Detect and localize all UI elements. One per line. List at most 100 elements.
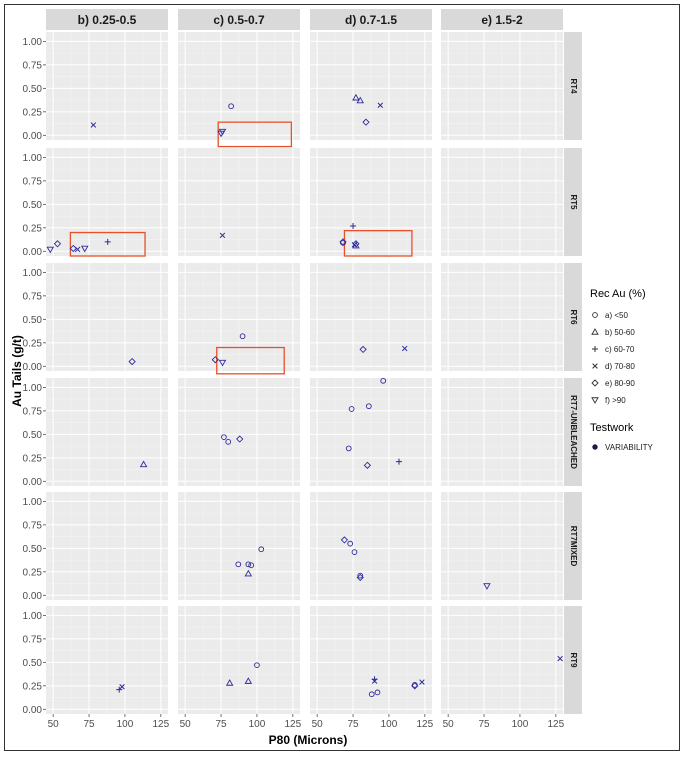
facet-panel bbox=[46, 263, 168, 371]
data-point bbox=[236, 435, 244, 443]
data-point bbox=[359, 345, 367, 354]
data-point bbox=[53, 240, 62, 248]
data-point bbox=[228, 103, 234, 110]
facet-panel bbox=[441, 606, 563, 714]
data-point bbox=[116, 686, 123, 693]
data-point bbox=[80, 245, 89, 253]
facet-panel bbox=[46, 492, 168, 600]
legend-entry-label: b) 50-60 bbox=[605, 328, 635, 337]
x-tick-label: 125 bbox=[284, 719, 301, 730]
x-tick-label: 50 bbox=[48, 719, 60, 730]
x-tick-label: 100 bbox=[381, 719, 398, 730]
data-point bbox=[248, 562, 255, 569]
y-tick-label: 0.50 bbox=[23, 430, 43, 441]
column-strip bbox=[178, 9, 300, 30]
data-point bbox=[128, 357, 136, 366]
legend-key-d bbox=[592, 363, 598, 369]
y-tick-label: 0.50 bbox=[23, 84, 43, 95]
row-strip-label: RT9 bbox=[569, 652, 578, 668]
data-point bbox=[244, 677, 253, 684]
data-point bbox=[401, 345, 408, 352]
y-tick-label: 0.75 bbox=[23, 60, 43, 71]
row-strip-label: RT7-UNBLEACHED bbox=[569, 395, 578, 469]
data-point bbox=[348, 406, 355, 412]
y-tick-label: 1.00 bbox=[23, 611, 43, 622]
data-point bbox=[350, 222, 357, 229]
row-strip bbox=[564, 263, 582, 371]
y-tick-label: 0.50 bbox=[23, 315, 43, 326]
column-strip bbox=[46, 9, 168, 30]
figure-frame bbox=[4, 4, 680, 751]
row-strip-label: RT4 bbox=[569, 78, 578, 94]
facet-panel bbox=[46, 606, 168, 714]
facet-panel bbox=[178, 492, 300, 600]
data-point bbox=[374, 689, 381, 696]
row-strip bbox=[564, 32, 582, 140]
facet-panel bbox=[178, 606, 300, 714]
legend-entry-label: e) 80-90 bbox=[605, 379, 635, 388]
facet-panel bbox=[178, 148, 300, 256]
facet-panel bbox=[178, 263, 300, 371]
column-strip-label: c) 0.5-0.7 bbox=[213, 13, 265, 27]
facet-panel bbox=[310, 378, 432, 486]
data-point bbox=[356, 96, 365, 104]
data-point bbox=[380, 377, 387, 384]
row-strip bbox=[564, 606, 582, 714]
x-tick-label: 50 bbox=[180, 719, 192, 730]
y-tick-label: 0.00 bbox=[23, 247, 43, 258]
data-point bbox=[225, 439, 232, 445]
row-strip bbox=[564, 378, 582, 486]
data-point bbox=[352, 93, 360, 101]
y-tick-label: 0.00 bbox=[23, 705, 43, 716]
x-tick-label: 125 bbox=[547, 719, 564, 730]
data-point bbox=[74, 246, 81, 253]
x-tick-label: 75 bbox=[478, 719, 490, 730]
row-strip bbox=[564, 148, 582, 256]
data-point bbox=[483, 583, 491, 590]
data-point bbox=[411, 682, 418, 688]
data-point bbox=[557, 655, 563, 662]
data-point bbox=[245, 561, 252, 568]
data-point bbox=[363, 461, 372, 469]
data-point bbox=[235, 561, 242, 568]
data-point bbox=[347, 540, 354, 547]
y-tick-label: 0.75 bbox=[23, 406, 43, 417]
data-point bbox=[351, 549, 358, 555]
data-point bbox=[419, 679, 425, 685]
y-tick-label: 0.25 bbox=[23, 107, 43, 118]
data-point bbox=[221, 434, 227, 441]
y-tick-label: 0.00 bbox=[23, 477, 43, 488]
y-tick-label: 1.00 bbox=[23, 268, 43, 279]
data-point bbox=[362, 118, 370, 126]
data-point bbox=[368, 691, 375, 698]
column-strip-label: d) 0.7-1.5 bbox=[345, 13, 397, 27]
data-point bbox=[395, 458, 402, 465]
facet-panel bbox=[441, 148, 563, 256]
x-tick-label: 75 bbox=[215, 719, 227, 730]
legend-entry-label: f) >90 bbox=[605, 396, 626, 405]
legend-key-a bbox=[592, 312, 598, 318]
legend-key-variability bbox=[592, 444, 598, 450]
legend-key-e bbox=[591, 379, 599, 387]
facet-panel bbox=[310, 148, 432, 256]
data-point bbox=[104, 238, 111, 245]
facet-panel bbox=[310, 32, 432, 140]
row-strip-label: RT7MIXED bbox=[569, 526, 578, 567]
legend-entry-label: a) <50 bbox=[605, 311, 628, 320]
y-tick-label: 0.25 bbox=[23, 223, 43, 234]
y-tick-label: 1.00 bbox=[23, 383, 43, 394]
testwork-entry-label: VARIABILITY bbox=[605, 443, 654, 452]
facet-panel bbox=[178, 32, 300, 140]
data-point bbox=[219, 232, 226, 239]
data-point bbox=[225, 679, 234, 686]
y-tick-label: 0.75 bbox=[23, 176, 43, 187]
y-tick-label: 0.25 bbox=[23, 453, 43, 464]
data-point bbox=[90, 122, 97, 128]
x-tick-label: 125 bbox=[416, 719, 433, 730]
highlight-box bbox=[69, 231, 146, 257]
x-tick-label: 50 bbox=[312, 719, 324, 730]
data-point bbox=[217, 130, 225, 138]
legend-entry-label: d) 70-80 bbox=[605, 362, 635, 371]
y-tick-label: 0.75 bbox=[23, 520, 43, 531]
